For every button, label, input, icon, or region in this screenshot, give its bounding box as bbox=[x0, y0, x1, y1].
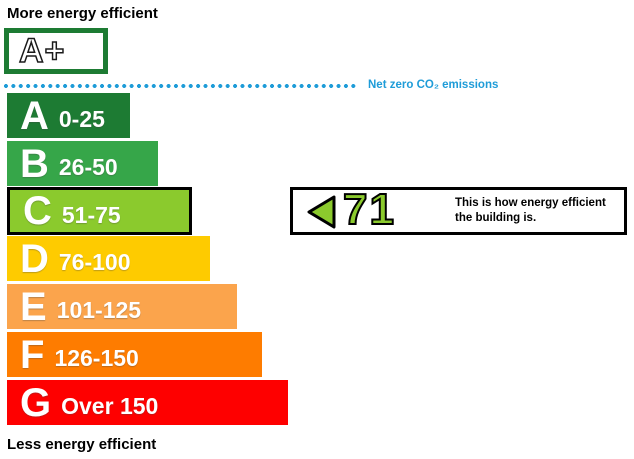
band-letter: D bbox=[20, 236, 49, 281]
band-range: 26-50 bbox=[58, 154, 118, 180]
net-zero-label: Net zero CO₂ emissions bbox=[368, 79, 499, 91]
band-a-plus: A+ bbox=[4, 28, 108, 74]
rating-arrow-icon bbox=[307, 195, 336, 229]
rating-description-line2: the building is. bbox=[455, 212, 537, 224]
band-letter: E bbox=[20, 284, 47, 329]
band-a-plus-letter: A+ bbox=[18, 32, 66, 70]
band-range: 51-75 bbox=[61, 201, 121, 228]
band-letter: C bbox=[23, 189, 52, 233]
band-a: A 0-25 bbox=[7, 93, 130, 138]
band-letter: B bbox=[20, 141, 49, 186]
band-letter: A bbox=[20, 93, 49, 138]
band-range: 0-25 bbox=[58, 106, 105, 132]
band-range: Over 150 bbox=[61, 393, 159, 419]
band-range: 76-100 bbox=[58, 249, 131, 275]
band-range: 101-125 bbox=[56, 297, 142, 323]
band-e: E 101-125 bbox=[7, 284, 237, 329]
band-letter: F bbox=[20, 332, 45, 377]
band-d: D 76-100 bbox=[7, 236, 210, 281]
less-efficient-label: Less energy efficient bbox=[7, 436, 157, 453]
band-b: B 26-50 bbox=[7, 141, 158, 186]
rating-description: This is how energy efficient the buildin… bbox=[455, 196, 606, 226]
band-c: C 51-75 bbox=[7, 187, 192, 235]
band-range: 126-150 bbox=[54, 345, 139, 371]
rating-value: 71 bbox=[342, 184, 396, 235]
band-letter: G bbox=[20, 380, 52, 425]
net-zero-dotted-line bbox=[3, 83, 358, 89]
band-g: G Over 150 bbox=[7, 380, 288, 425]
rating-description-line1: This is how energy efficient bbox=[455, 197, 606, 209]
more-efficient-label: More energy efficient bbox=[7, 5, 158, 22]
band-f: F 126-150 bbox=[7, 332, 262, 377]
current-rating-indicator: 71 This is how energy efficient the buil… bbox=[290, 184, 627, 235]
